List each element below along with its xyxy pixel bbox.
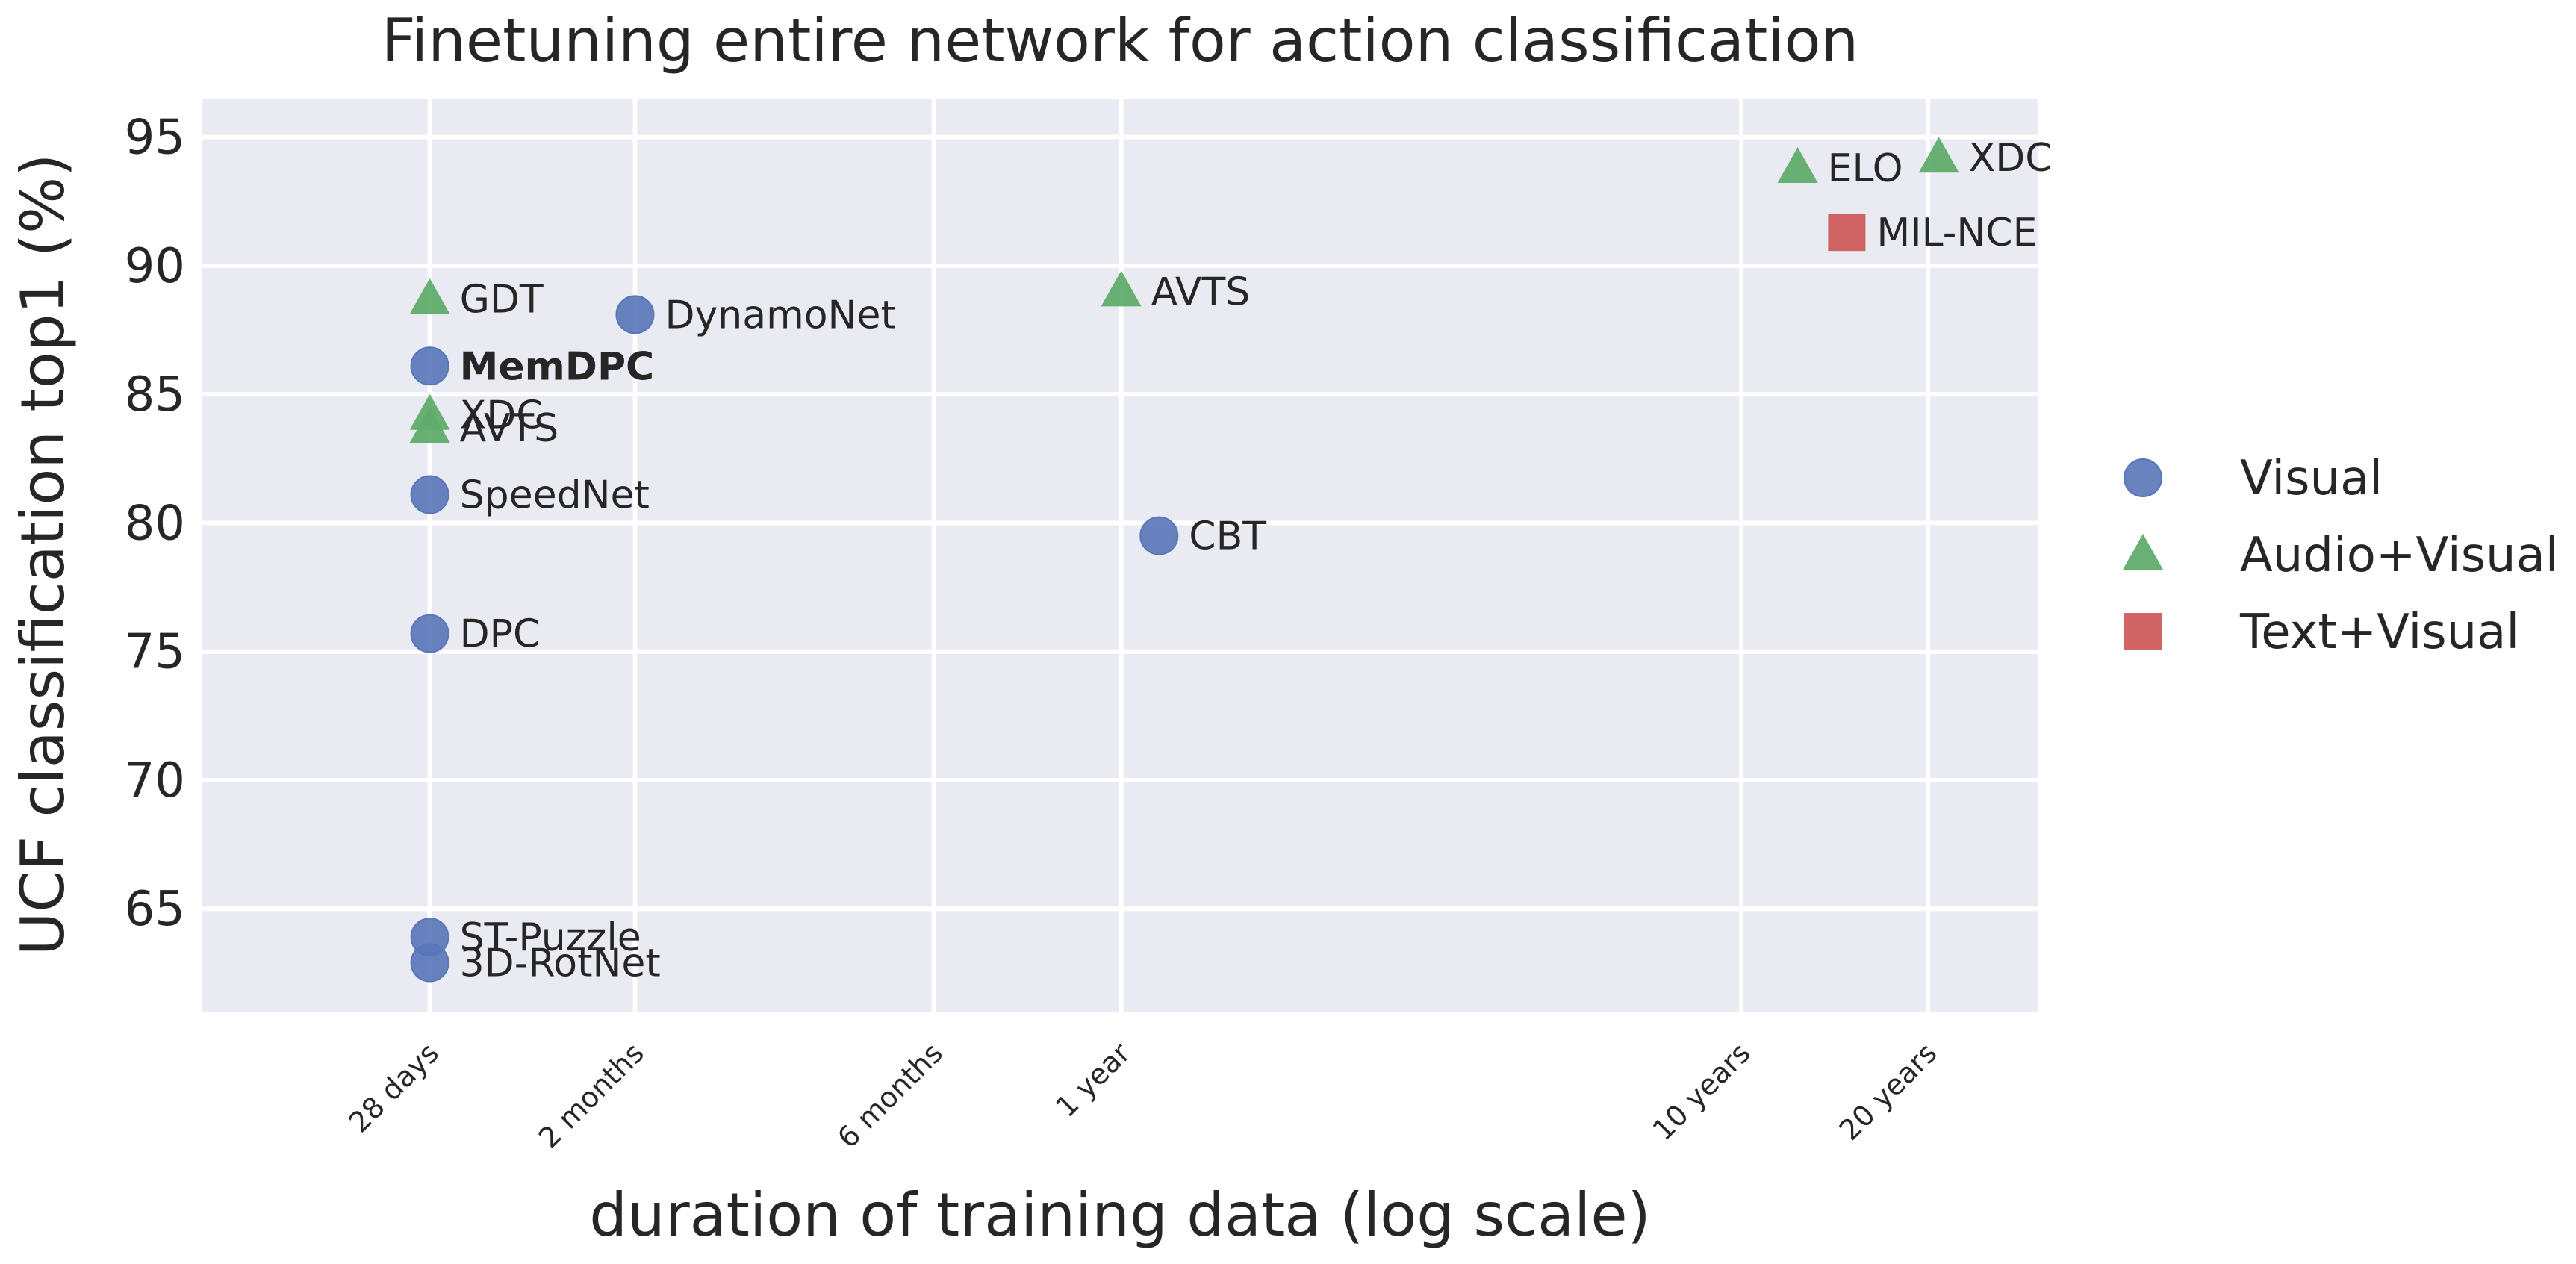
data-point-label: ELO xyxy=(1828,146,1903,191)
data-point-label: XDC xyxy=(460,393,544,438)
y-tick-label: 75 xyxy=(125,625,185,680)
data-point-marker xyxy=(1918,137,1959,173)
y-tick-label: 90 xyxy=(125,239,185,294)
data-point-marker xyxy=(1777,147,1818,184)
data-point-label: ST-Puzzle xyxy=(460,915,641,960)
data-point-marker xyxy=(410,346,449,386)
data-point-label: MemDPC xyxy=(460,344,655,389)
y-tick-label: 80 xyxy=(125,496,185,551)
legend-label: Visual xyxy=(2240,451,2383,506)
x-tick-label: 10 years xyxy=(1646,1036,1757,1147)
legend-label: Text+Visual xyxy=(2239,605,2519,660)
data-point-label: 3D-RotNet xyxy=(460,941,661,986)
y-tick-label: 70 xyxy=(125,753,185,809)
data-point-label: AVTS xyxy=(460,406,559,451)
legend: Visual Audio+Visual Text+Visual xyxy=(2123,451,2559,660)
chart-title: Finetuning entire network for action cla… xyxy=(382,6,1858,75)
data-point-marker xyxy=(410,614,449,653)
grid-lines xyxy=(202,99,2038,1012)
data-point-marker xyxy=(1101,270,1142,307)
x-tick-label: 1 year xyxy=(1049,1036,1136,1124)
data-point-label: DPC xyxy=(460,612,541,657)
data-point-label: SpeedNet xyxy=(460,473,650,518)
data-point-label: DynamoNet xyxy=(665,293,895,337)
data-point-marker xyxy=(409,278,450,314)
y-tick-labels: 65 70 75 80 85 90 95 xyxy=(125,110,185,938)
legend-label: Audio+Visual xyxy=(2240,528,2559,583)
x-tick-label: 2 months xyxy=(532,1036,650,1154)
data-point-label: AVTS xyxy=(1151,270,1251,314)
data-point-label: CBT xyxy=(1189,514,1266,559)
data-point-marker xyxy=(410,475,449,514)
y-tick-label: 65 xyxy=(125,882,185,937)
data-point-marker xyxy=(1139,516,1179,555)
legend-marker xyxy=(2124,613,2162,650)
data-point-marker xyxy=(615,295,655,334)
y-tick-label: 85 xyxy=(125,367,185,423)
x-axis-label: duration of training data (log scale) xyxy=(589,1180,1651,1250)
data-point-marker xyxy=(409,406,450,443)
data-point-label: XDC xyxy=(1969,136,2053,181)
data-points xyxy=(409,137,1959,983)
y-tick-label: 95 xyxy=(125,110,185,166)
data-point-label: GDT xyxy=(460,278,544,323)
x-tick-label: 6 months xyxy=(831,1036,949,1154)
legend-marker xyxy=(2124,458,2162,497)
x-tick-label: 20 years xyxy=(1833,1036,1944,1147)
data-point-marker xyxy=(1828,214,1866,252)
x-tick-labels: 28 days 2 months 6 months 1 year 10 years 20 … xyxy=(343,1036,1944,1154)
x-tick-label: 28 days xyxy=(343,1036,445,1139)
data-point-marker xyxy=(410,943,449,983)
legend-marker xyxy=(2123,534,2163,570)
data-point-label: MIL-NCE xyxy=(1876,211,2037,255)
y-axis-label: UCF classification top1 (%) xyxy=(8,154,78,956)
